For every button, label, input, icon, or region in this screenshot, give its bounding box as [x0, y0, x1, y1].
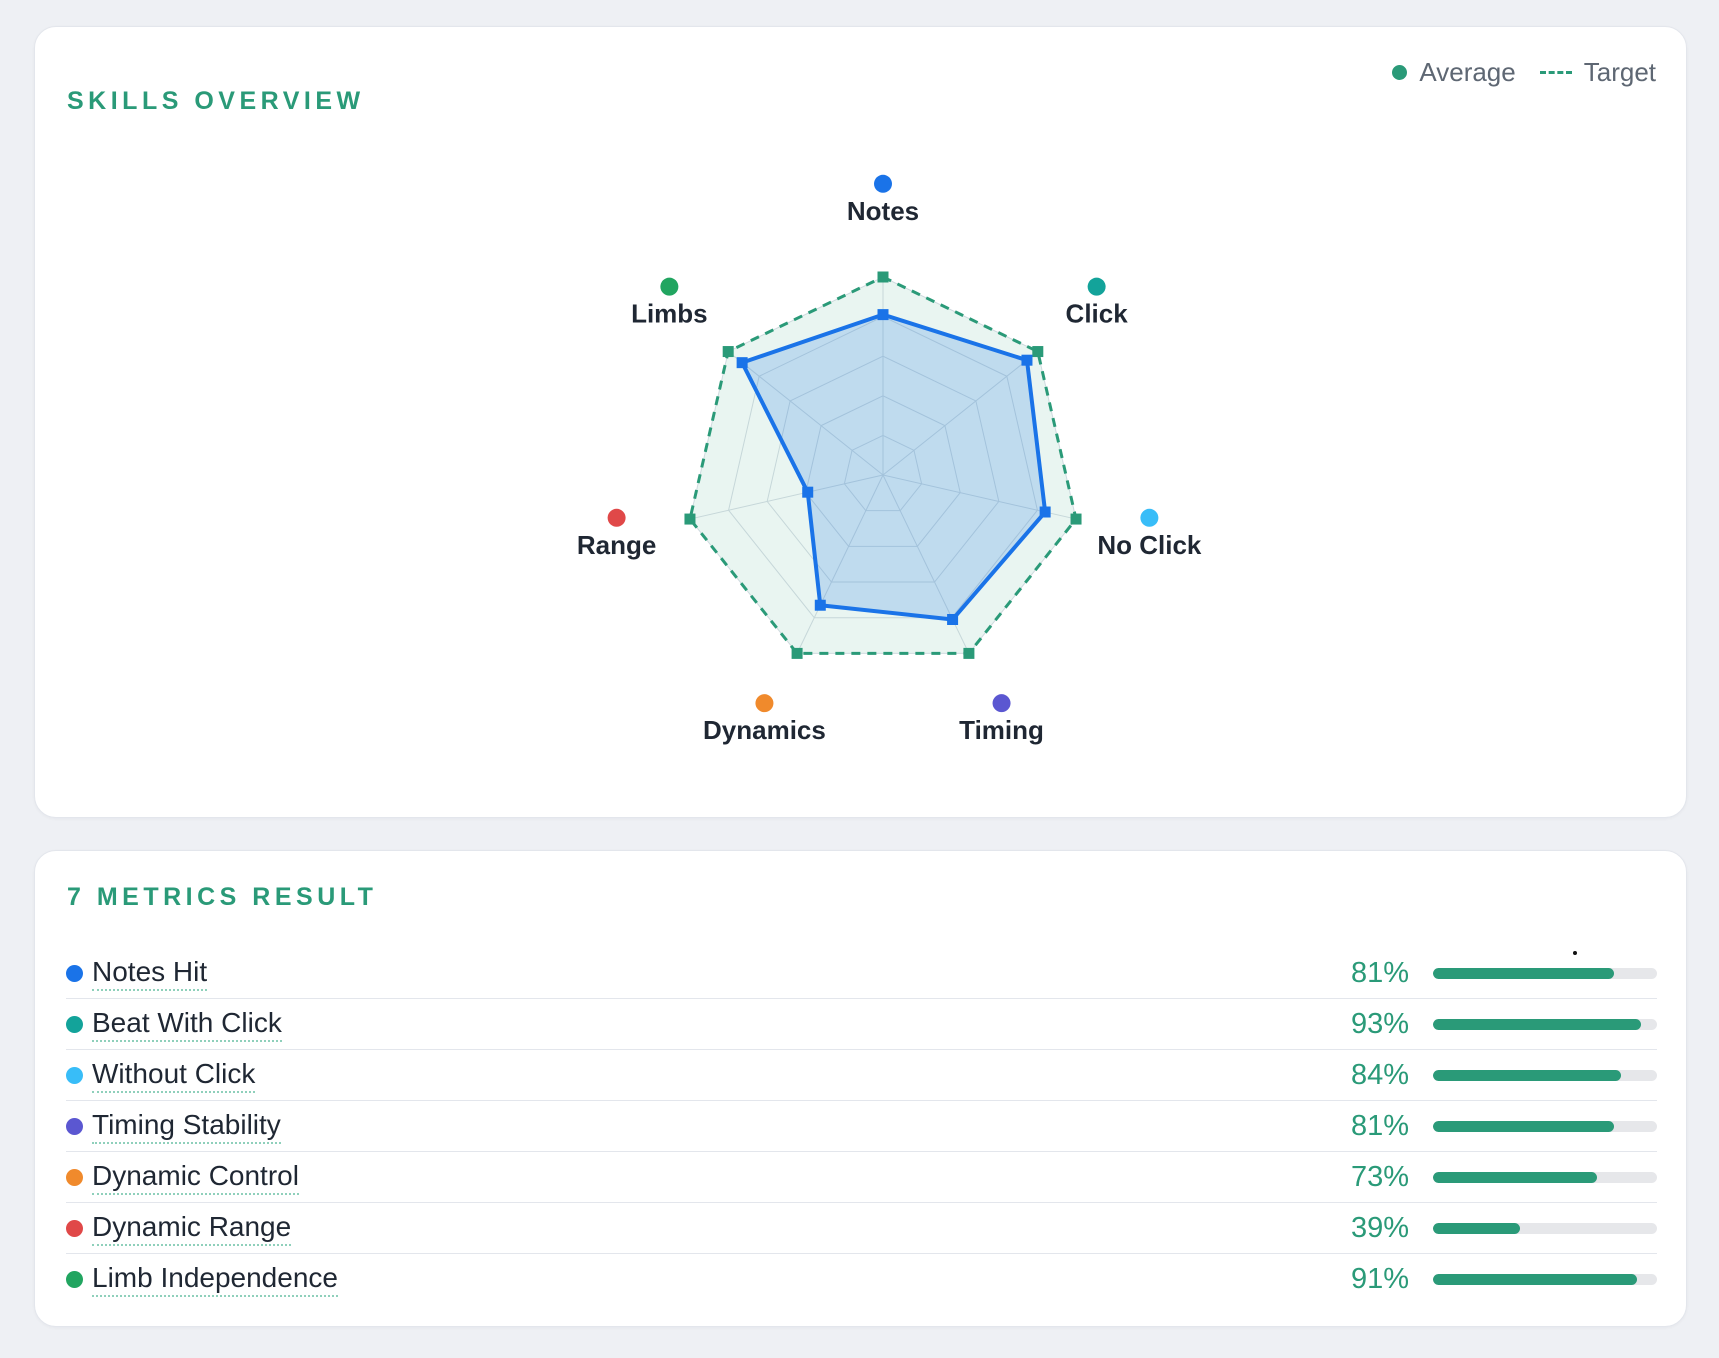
metric-value: 39% — [1350, 1212, 1409, 1244]
metric-progress-fill — [1433, 1019, 1642, 1030]
axis-marker-dot — [660, 277, 679, 296]
metric-row-notes-hit: Notes Hit 81% — [66, 947, 1657, 999]
skills-overview-title: SKILLS OVERVIEW — [67, 87, 365, 115]
metric-row-beat-with-click: Beat With Click 93% — [66, 998, 1657, 1050]
target-polygon — [688, 275, 1078, 655]
axis-marker-dot — [607, 508, 626, 527]
skills-overview-card: SKILLS OVERVIEW Average Target Notes Clic… — [34, 26, 1687, 818]
metric-color-dot — [66, 1271, 83, 1288]
average-point — [802, 486, 814, 498]
target-point — [722, 346, 734, 358]
radar-grid-ring — [766, 355, 1000, 583]
chart-legend: Average Target — [1392, 57, 1656, 88]
metric-value: 93% — [1350, 1008, 1409, 1040]
metric-progress-fill — [1433, 1274, 1637, 1285]
metric-label[interactable]: Without Click — [92, 1059, 256, 1093]
metric-label[interactable]: Dynamic Control — [92, 1161, 299, 1195]
radar-spoke — [796, 474, 884, 654]
metric-color-dot — [66, 965, 83, 982]
metrics-result-card: 7 METRICS RESULT Notes Hit 81% Beat With… — [34, 850, 1687, 1327]
axis-marker-dot — [755, 694, 774, 713]
metric-color-dot — [66, 1118, 83, 1135]
target-legend-dash — [1539, 71, 1572, 74]
metric-row-timing-stability: Timing Stability 81% — [66, 1100, 1657, 1152]
target-legend-label: Target — [1583, 57, 1656, 87]
radar-grid-ring — [728, 316, 1038, 619]
axis-label: Limbs — [631, 299, 708, 329]
metric-progress-bar — [1433, 1019, 1657, 1030]
target-point — [1070, 513, 1082, 525]
average-polygon — [740, 312, 1048, 622]
average-point — [947, 613, 959, 625]
radar-grid-ring — [843, 434, 923, 512]
target-series — [684, 271, 1082, 659]
axis-label: Timing — [959, 715, 1044, 745]
target-point — [877, 271, 889, 283]
average-legend-label: Average — [1419, 57, 1516, 87]
axis-label: Range — [577, 530, 656, 560]
target-point — [791, 647, 803, 659]
axis-marker-dot — [1087, 277, 1106, 296]
metric-label[interactable]: Limb Independence — [92, 1263, 338, 1297]
radar-grid — [689, 276, 1077, 654]
metric-label[interactable]: Beat With Click — [92, 1008, 282, 1042]
metric-progress-fill — [1433, 1070, 1622, 1081]
metric-progress-fill — [1433, 1121, 1615, 1132]
metric-progress-bar — [1433, 1223, 1657, 1234]
radar-spoke — [882, 351, 1039, 476]
metric-value: 81% — [1350, 957, 1409, 989]
target-point — [684, 513, 696, 525]
metric-progress-bar — [1433, 1274, 1657, 1285]
average-point — [814, 599, 826, 611]
axis-label: No Click — [1097, 530, 1202, 560]
metric-progress-fill — [1433, 1172, 1597, 1183]
metric-progress-fill — [1433, 968, 1615, 979]
target-point — [1032, 346, 1044, 358]
average-series — [736, 309, 1051, 625]
metric-label[interactable]: Notes Hit — [92, 957, 208, 991]
average-point — [877, 309, 889, 321]
axis-label: Dynamics — [703, 715, 826, 745]
metric-color-dot — [66, 1016, 83, 1033]
metric-label[interactable]: Dynamic Range — [92, 1212, 292, 1246]
metrics-result-title: 7 METRICS RESULT — [67, 883, 378, 911]
metric-progress-bar — [1433, 1172, 1657, 1183]
axis-marker-dot — [992, 694, 1011, 713]
metric-progress-bar — [1433, 1070, 1657, 1081]
metric-progress-bar — [1433, 1121, 1657, 1132]
metric-row-dynamic-range: Dynamic Range 39% — [66, 1202, 1657, 1254]
metric-value: 91% — [1350, 1263, 1409, 1295]
metric-progress-fill — [1433, 1223, 1521, 1234]
metric-color-dot — [66, 1067, 83, 1084]
metric-row-limb-independence: Limb Independence 91% — [66, 1253, 1657, 1304]
axis-label: Click — [1066, 299, 1129, 329]
metric-value: 84% — [1350, 1059, 1409, 1091]
average-legend-dot — [1392, 65, 1408, 80]
metric-row-dynamic-control: Dynamic Control 73% — [66, 1151, 1657, 1203]
axis-labels: Notes Click No Click Timing Dynamics Range Lim… — [577, 174, 1202, 745]
bar-marker-dot — [1573, 951, 1577, 955]
metric-color-dot — [66, 1169, 83, 1186]
average-point — [1039, 506, 1051, 518]
axis-marker-dot — [874, 174, 892, 193]
average-point — [736, 357, 748, 369]
radar-grid-ring — [805, 395, 961, 547]
skills-radar-chart: Notes Click No Click Timing Dynamics Range Lim… — [577, 174, 1202, 745]
metric-value: 81% — [1350, 1110, 1409, 1142]
radar-spoke — [727, 351, 884, 476]
metric-value: 73% — [1350, 1161, 1409, 1193]
metric-row-without-click: Without Click 84% — [66, 1049, 1657, 1101]
average-point — [1021, 354, 1033, 366]
metric-color-dot — [66, 1220, 83, 1237]
radar-spoke — [689, 474, 884, 520]
axis-label: Notes — [847, 196, 919, 226]
metric-progress-bar — [1433, 968, 1657, 979]
axis-marker-dot — [1140, 508, 1159, 527]
metric-label[interactable]: Timing Stability — [92, 1110, 281, 1144]
target-point — [963, 647, 975, 659]
